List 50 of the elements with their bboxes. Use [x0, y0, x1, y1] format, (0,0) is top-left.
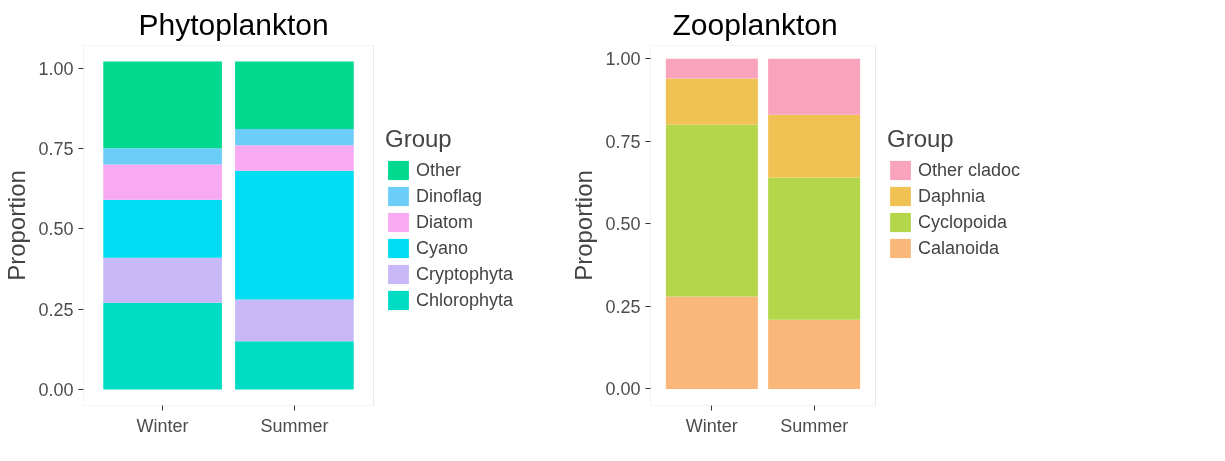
legend-title: Group [385, 125, 453, 153]
x-tick-label: Summer [780, 415, 849, 436]
legend-label: Cryptophyta [416, 262, 514, 286]
chart-title: Zooplankton [672, 7, 838, 41]
y-tick-label: 0.25 [605, 296, 641, 317]
legend-label: Chlorophyta [416, 288, 514, 312]
y-tick-label: 0.25 [38, 299, 74, 320]
bar [768, 319, 861, 389]
legend-label: Cyano [416, 236, 469, 260]
legend-label: Diatom [416, 210, 474, 234]
y-tick-label: 1.00 [605, 49, 641, 70]
legend-label: Calanoida [918, 236, 1000, 260]
y-tick-label: 1.00 [38, 58, 74, 79]
bar [665, 124, 758, 297]
bar [103, 148, 222, 165]
bar [103, 257, 222, 303]
bar [768, 177, 861, 320]
bar [768, 114, 861, 178]
legend-label: Dinoflag [416, 184, 483, 208]
y-axis-title: Proportion [3, 170, 31, 281]
bar [103, 302, 222, 390]
bar [665, 78, 758, 125]
x-tick-label: Winter [685, 415, 738, 436]
x-tick-label: Summer [260, 415, 329, 436]
y-tick-label: 0.00 [38, 379, 74, 400]
bar [768, 58, 861, 115]
bar [235, 61, 354, 130]
y-tick-label: 0.00 [605, 379, 641, 400]
legend-title: Group [887, 125, 955, 153]
bar [235, 341, 354, 390]
legend-label: Other [416, 158, 462, 182]
legend-label: Other cladoc [918, 158, 1021, 182]
legend-label: Daphnia [918, 184, 986, 208]
x-tick-label: Winter [136, 415, 189, 436]
bar [103, 199, 222, 258]
bar [235, 145, 354, 171]
y-tick-label: 0.50 [38, 219, 74, 240]
y-tick-label: 0.75 [605, 131, 641, 152]
y-tick-label: 0.50 [605, 214, 641, 235]
bar [665, 296, 758, 389]
bar [665, 58, 758, 79]
bar [235, 299, 354, 342]
legend-label: Cyclopoida [918, 210, 1008, 234]
y-axis-title: Proportion [570, 170, 598, 281]
bar [103, 61, 222, 149]
bar [235, 170, 354, 300]
y-tick-label: 0.75 [38, 138, 74, 159]
bar [103, 164, 222, 200]
bar [235, 129, 354, 146]
chart-title: Phytoplankton [138, 7, 329, 41]
